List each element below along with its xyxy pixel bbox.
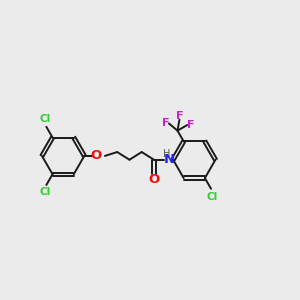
Text: Cl: Cl <box>207 192 218 202</box>
Text: O: O <box>90 149 101 162</box>
Text: O: O <box>148 173 160 186</box>
Text: F: F <box>162 118 169 128</box>
Text: H: H <box>163 149 170 159</box>
Text: N: N <box>164 153 175 166</box>
Text: Cl: Cl <box>39 115 50 124</box>
Text: F: F <box>187 120 194 130</box>
Text: Cl: Cl <box>39 187 50 197</box>
Text: F: F <box>176 111 183 121</box>
